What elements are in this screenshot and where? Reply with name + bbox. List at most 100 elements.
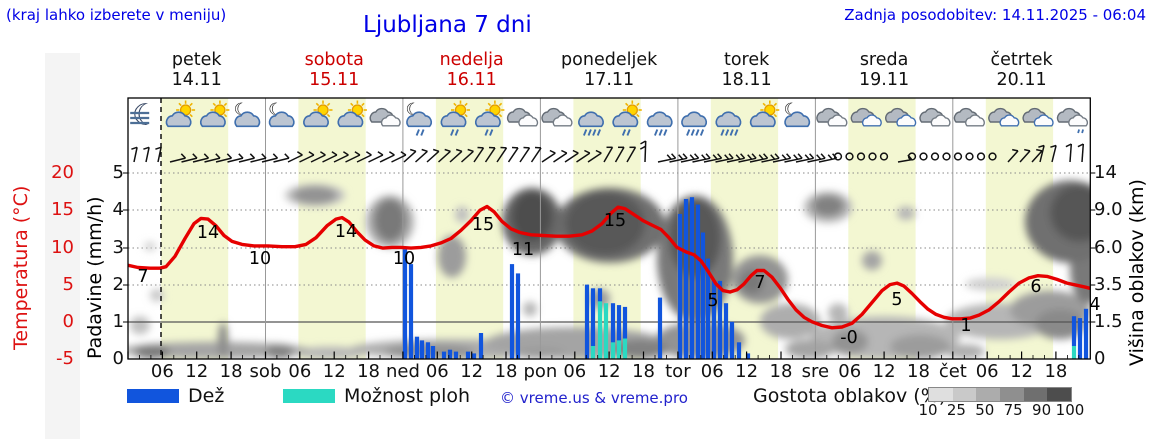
rain-bar [515,273,521,359]
time-tick: 12 [460,361,484,382]
density-tick: 10 [918,401,938,419]
rain-bar [447,349,453,359]
time-tick: 12 [185,361,209,382]
cloud-tick: 1.5 [1094,311,1123,332]
weather-icon-ccd [1056,107,1089,134]
temp-value-label: 4 [1089,295,1100,315]
day-date: 15.11 [309,70,360,90]
temp-tick: 15 [51,199,74,220]
rain-bar [695,204,701,359]
shower-legend-label: Možnost ploh [344,385,471,407]
axis-strip [45,53,80,439]
day-name: četrtek [990,50,1053,70]
weather-icon-sc [200,100,230,128]
wind-barb [215,157,232,163]
wind-barb [564,152,579,163]
wind-barb [553,152,568,163]
wind-barb [356,154,372,163]
day-short-tick: ned [385,361,420,382]
wind-barb [614,146,625,163]
wind-calm-icon [953,152,963,161]
wind-barb [227,157,244,163]
time-tick: 06 [700,361,724,382]
time-tick: 18 [357,361,381,382]
wind-barb [1051,145,1057,163]
wind-barb [1031,150,1043,163]
weather-icon-mcr2: ☾ [405,100,432,136]
rain-bar [622,306,628,339]
wind-barb [169,157,186,163]
wind-barb [345,154,361,163]
weather-icon-cc [506,107,539,127]
wind-barb [507,147,519,163]
weather-icon-cr4 [681,111,707,136]
density-segment [929,388,953,401]
wind-barb [576,152,591,163]
day-date: 19.11 [859,70,910,90]
day-short-tick: pon [523,361,558,382]
time-tick: 06 [975,361,999,382]
wind-barb [541,152,556,163]
temp-value-label: 15 [472,215,494,235]
shower-bar [616,340,622,359]
wind-barb [484,147,496,163]
wind-barb [626,146,637,163]
density-segment [976,388,1001,401]
wind-calm-icon [942,152,951,161]
wind-barb [460,150,474,163]
wind-barb [426,150,440,163]
wind-calm-icon [988,152,997,161]
temp-value-label: 5 [707,291,718,311]
rain-bar [425,342,431,359]
wind-barb [726,157,745,163]
rain-bar [610,303,616,343]
rain-bar [478,333,484,359]
day-short-tick: čet [938,361,967,382]
rain-bar [705,258,711,359]
wind-barb [761,157,780,163]
wind-barb [181,157,198,163]
weather-icon-cr4 [578,111,604,136]
weather-icon-cc [953,107,985,127]
wind-calm-icon [868,152,877,161]
wind-calm-icon [833,152,843,161]
wind-barb [749,157,768,163]
day-date: 18.11 [721,70,772,90]
weather-icon-cr4 [715,111,742,136]
weather-icon-mc: ☾ [784,100,811,128]
weather-icon-mf: ☾ [130,98,159,133]
shower-bar [590,346,596,359]
day-date: 17.11 [584,70,635,90]
rain-bar [408,264,414,359]
cloud-tick: 0 [1094,348,1106,369]
weather-icon-sc [303,100,333,128]
day-name: nedelja [439,50,504,70]
rain-bar [1077,318,1083,359]
time-tick: 06 [838,361,862,382]
weather-icon-sc [165,100,196,128]
temp-tick: -5 [56,348,74,369]
time-tick: 12 [322,361,346,382]
wind-barb [738,157,757,163]
rain-bar [736,342,742,359]
day-name: ponedeljek [561,50,658,70]
rain-bar [729,321,735,359]
cloud-density-layer [128,180,1091,359]
copyright-link[interactable]: © vreme.us & vreme.pro [500,389,688,407]
day-name: petek [171,50,222,70]
wind-calm-icon [879,152,889,161]
precip-tick: 2 [112,274,124,295]
weather-icon-ccb [1022,107,1054,127]
day-header-četrtek: četrtek 20.11 [952,50,1092,90]
wind-calm-icon [965,152,974,161]
wind-barb [795,157,814,163]
shower-bar [603,303,609,359]
wind-barb [807,157,826,163]
wind-barb [368,154,384,163]
time-tick: 12 [872,361,896,382]
precip-tick: 0 [112,348,124,369]
day-date: 16.11 [446,70,497,90]
wind-calm-icon [907,152,917,161]
